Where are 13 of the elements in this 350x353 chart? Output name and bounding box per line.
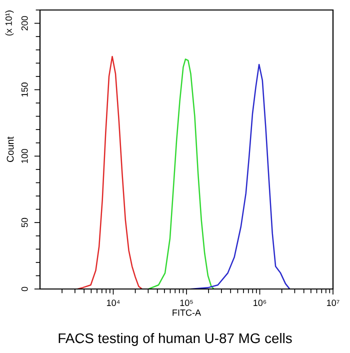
text: FACS testing of human U-87 MG cells [58,332,292,346]
y-tick-label: 100 [21,148,28,163]
x-tick-label: 10⁴ [106,300,120,306]
x-axis-title: FITC-A [172,309,202,316]
y-tick-label: 0 [21,286,28,292]
x-tick-label: 10⁶ [254,300,266,306]
y-axis-title: Count [6,136,14,162]
text: (x 10¹) [5,10,14,36]
y-tick-label: 50 [21,218,28,228]
x-tick-label: 10⁵ [180,300,193,306]
y-tick-label: 150 [21,82,28,97]
x-tick-label: 10⁷ [327,300,340,306]
y-tick-label: 200 [21,16,28,30]
